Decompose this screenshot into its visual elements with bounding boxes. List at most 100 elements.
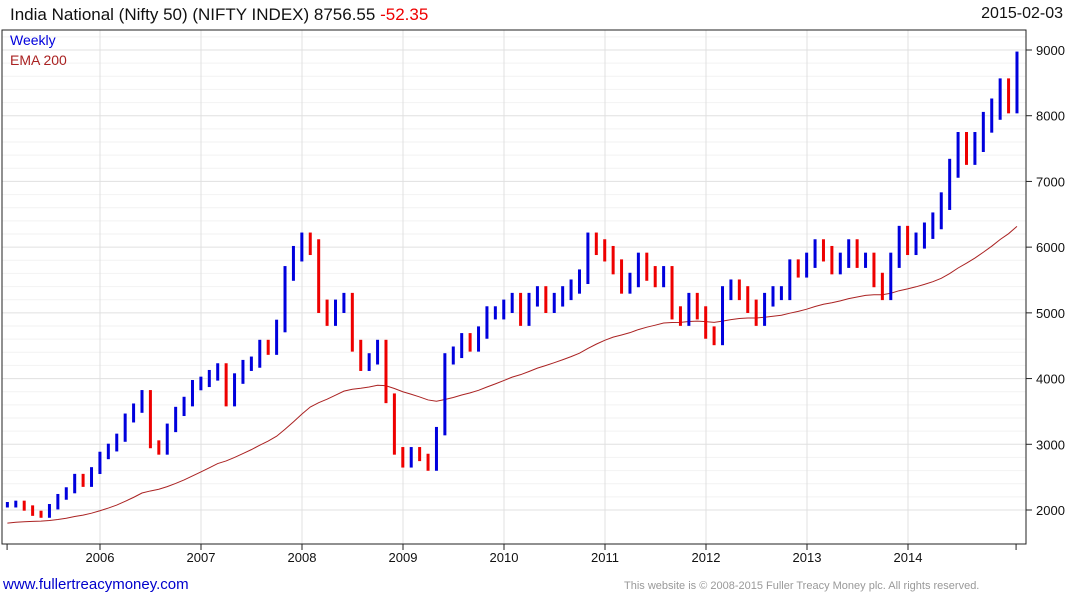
- price-bar: [922, 222, 926, 249]
- price-bar: [889, 252, 893, 301]
- price-bar: [939, 192, 943, 230]
- price-bar: [998, 78, 1002, 120]
- price-bar: [291, 245, 295, 281]
- price-bar: [56, 493, 60, 510]
- price-bar: [577, 269, 581, 294]
- price-bar: [132, 403, 136, 423]
- price-bar: [401, 447, 405, 468]
- price-bar: [308, 232, 312, 256]
- price-bar: [477, 326, 481, 352]
- price-bar: [384, 339, 388, 404]
- price-bar: [190, 380, 194, 407]
- price-bar: [123, 413, 127, 442]
- price-bar: [779, 286, 783, 301]
- price-bar: [805, 252, 809, 278]
- price-bar: [796, 259, 800, 278]
- price-bar: [838, 252, 842, 275]
- price-bar: [636, 252, 640, 288]
- price-bar: [603, 239, 607, 262]
- price-bar: [460, 333, 464, 359]
- price-bar: [704, 306, 708, 339]
- chart-date: 2015-02-03: [981, 5, 1063, 22]
- y-tick-label: 5000: [1036, 306, 1065, 321]
- price-bar: [359, 339, 363, 371]
- price-bar: [662, 266, 666, 288]
- legend-weekly: Weekly: [10, 32, 56, 48]
- price-bar: [948, 158, 952, 210]
- price-bar: [174, 406, 178, 433]
- y-tick-label: 6000: [1036, 240, 1065, 255]
- price-bar: [510, 292, 514, 313]
- price-bar: [258, 339, 262, 368]
- price-bar: [98, 451, 102, 474]
- price-bar: [5, 502, 9, 508]
- price-bar: [821, 239, 825, 262]
- price-bar: [569, 279, 573, 301]
- price-bar: [880, 272, 884, 301]
- price-bar: [115, 433, 119, 452]
- price-bar: [283, 266, 287, 333]
- price-bar: [342, 292, 346, 313]
- price-bar: [207, 369, 211, 388]
- price-bar: [434, 426, 438, 471]
- price-bar: [350, 292, 354, 352]
- price-bar: [544, 286, 548, 313]
- price-bar: [872, 252, 876, 288]
- y-tick-label: 9000: [1036, 43, 1065, 58]
- x-tick-label: 2008: [288, 550, 317, 565]
- site-link[interactable]: www.fullertreacymoney.com: [3, 576, 189, 593]
- price-bar: [645, 252, 649, 281]
- price-bar: [275, 319, 279, 355]
- price-bar: [956, 132, 960, 178]
- x-tick-label: 2012: [692, 550, 721, 565]
- title-text: India National (Nifty 50) (NIFTY INDEX) …: [10, 5, 376, 24]
- price-bar: [199, 376, 203, 391]
- price-bar: [628, 272, 632, 294]
- y-tick-label: 2000: [1036, 503, 1065, 518]
- price-bar: [695, 292, 699, 320]
- price-bar: [443, 353, 447, 436]
- price-bar: [73, 473, 77, 494]
- price-bar: [712, 326, 716, 346]
- x-tick-label: 2009: [389, 550, 418, 565]
- price-bar: [409, 447, 413, 468]
- price-bar: [249, 356, 253, 371]
- x-tick-label: 2014: [894, 550, 923, 565]
- price-bar: [39, 510, 43, 518]
- price-bar: [620, 259, 624, 294]
- price-bar: [325, 299, 329, 326]
- price-bar: [746, 286, 750, 313]
- price-bar: [47, 504, 51, 518]
- price-bar: [140, 390, 144, 413]
- price-bar: [334, 299, 338, 326]
- price-bar: [392, 393, 396, 455]
- y-tick-label: 8000: [1036, 109, 1065, 124]
- price-bar: [1015, 51, 1019, 114]
- price-bar: [165, 423, 169, 455]
- price-bar: [182, 396, 186, 417]
- price-bar: [678, 306, 682, 326]
- x-tick-label: 2010: [490, 550, 519, 565]
- price-bar: [31, 505, 35, 516]
- price-bar: [670, 266, 674, 320]
- chart-title: India National (Nifty 50) (NIFTY INDEX) …: [10, 5, 428, 25]
- price-bar: [233, 373, 237, 407]
- price-bar: [729, 279, 733, 301]
- price-bar: [552, 292, 556, 313]
- price-bar: [81, 473, 85, 487]
- price-bar: [931, 212, 935, 239]
- price-bar: [830, 245, 834, 275]
- copyright: This website is © 2008-2015 Fuller Treac…: [624, 580, 980, 592]
- price-bar: [964, 132, 968, 165]
- price-bar: [317, 239, 321, 313]
- plot-frame: [1, 29, 1027, 545]
- price-bar: [754, 299, 758, 326]
- legend-ema: EMA 200: [10, 52, 67, 68]
- x-tick-label: 2006: [86, 550, 115, 565]
- price-bar: [493, 306, 497, 320]
- price-bar: [300, 232, 304, 262]
- x-tick-label: 2007: [187, 550, 216, 565]
- price-bar: [451, 346, 455, 365]
- price-bar: [813, 239, 817, 268]
